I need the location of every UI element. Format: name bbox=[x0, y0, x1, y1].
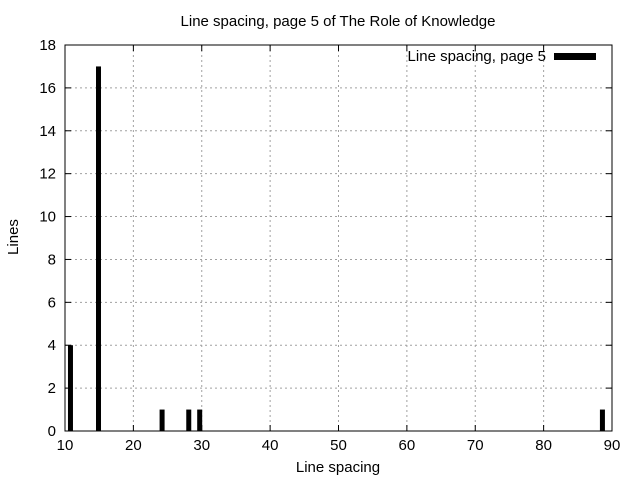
plot-frame bbox=[64, 44, 613, 432]
legend-label: Line spacing, page 5 bbox=[408, 48, 546, 65]
chart-title: Line spacing, page 5 of The Role of Know… bbox=[181, 13, 496, 30]
x-tick-label: 80 bbox=[535, 437, 552, 454]
bar bbox=[96, 66, 102, 431]
y-tick-label: 8 bbox=[48, 251, 56, 268]
axis-ticks bbox=[64, 44, 613, 432]
y-tick-label: 2 bbox=[48, 380, 56, 397]
x-tick-label: 90 bbox=[604, 437, 621, 454]
legend: Line spacing, page 5 bbox=[408, 48, 596, 65]
bar bbox=[186, 409, 192, 431]
bar bbox=[197, 409, 203, 431]
grid bbox=[65, 45, 612, 431]
x-tick-label: 70 bbox=[467, 437, 484, 454]
y-tick-label: 4 bbox=[48, 337, 56, 354]
y-tick-labels: 0 2 4 6 8 10 12 14 16 18 bbox=[39, 37, 56, 440]
y-tick-label: 6 bbox=[48, 294, 56, 311]
y-tick-label: 16 bbox=[39, 80, 56, 97]
bars bbox=[67, 66, 605, 431]
bar bbox=[599, 409, 605, 431]
y-tick-label: 12 bbox=[39, 166, 56, 183]
x-tick-label: 50 bbox=[330, 437, 347, 454]
y-tick-label: 10 bbox=[39, 209, 56, 226]
legend-swatch bbox=[554, 53, 596, 60]
y-tick-label: 0 bbox=[48, 423, 56, 440]
x-axis-label: Line spacing bbox=[296, 459, 380, 476]
x-tick-labels: 10 20 30 40 50 60 70 80 90 bbox=[57, 437, 621, 454]
y-tick-label: 18 bbox=[39, 37, 56, 54]
x-tick-label: 60 bbox=[399, 437, 416, 454]
y-axis-label: Lines bbox=[5, 219, 22, 255]
y-tick-label: 14 bbox=[39, 123, 56, 140]
x-tick-label: 40 bbox=[262, 437, 279, 454]
x-tick-label: 10 bbox=[57, 437, 74, 454]
x-tick-label: 30 bbox=[193, 437, 210, 454]
x-tick-label: 20 bbox=[125, 437, 142, 454]
bar bbox=[159, 409, 165, 431]
